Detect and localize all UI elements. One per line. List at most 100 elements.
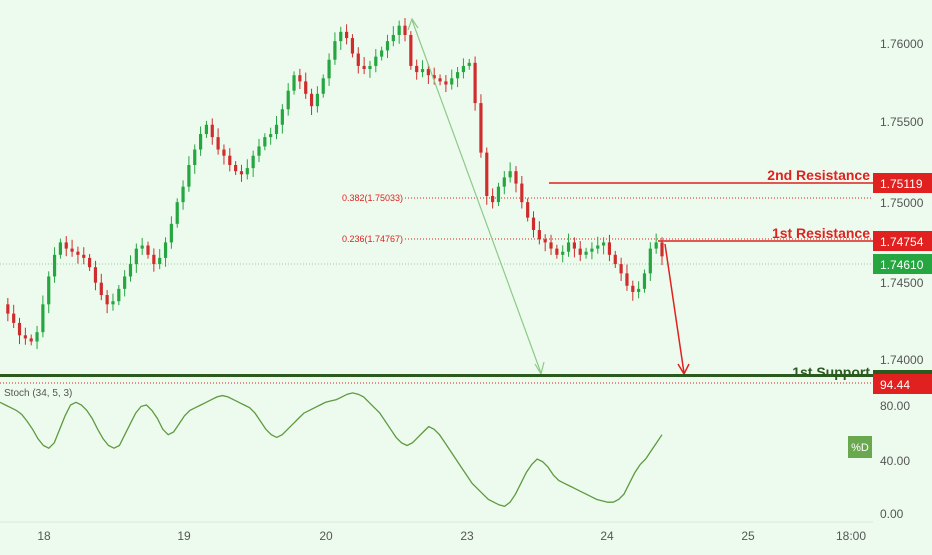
candle-body <box>578 248 582 255</box>
candle-body <box>601 242 606 246</box>
stoch-level-tag <box>873 374 932 394</box>
candle-body <box>362 65 366 70</box>
candle-body <box>82 254 86 258</box>
candle-body <box>660 242 664 257</box>
candle-body <box>251 155 255 169</box>
forecast-arrow-line <box>664 243 685 374</box>
candle-body <box>566 242 571 252</box>
candle-body <box>228 155 232 166</box>
time-tick-19: 19 <box>177 529 191 543</box>
candle-body <box>169 223 173 243</box>
candle-body <box>23 335 27 339</box>
candle-body <box>41 304 45 333</box>
candle-body <box>47 276 51 305</box>
candle-body <box>631 285 635 292</box>
stoch-axis: 80.00 40.00 0.00 <box>880 399 910 521</box>
candle-body <box>514 171 518 184</box>
time-tick-23: 23 <box>460 529 474 543</box>
candle-body <box>590 248 594 252</box>
candle-body <box>397 25 401 35</box>
candle-body <box>374 56 378 66</box>
trend-arrow-line <box>411 19 542 374</box>
candle-body <box>6 304 10 314</box>
first-resistance-label: 1st Resistance <box>772 225 870 241</box>
second-resistance-price: 1.75119 <box>880 177 923 191</box>
candle-body <box>613 254 617 265</box>
trend-arrow-head-up <box>407 17 419 31</box>
support-price-tag <box>873 370 932 377</box>
candle-body <box>187 165 191 187</box>
candle-body <box>12 313 16 323</box>
candle-body <box>193 149 197 166</box>
candle-body <box>286 90 290 110</box>
candle-body <box>292 75 296 91</box>
stoch-legend-badge <box>848 436 872 458</box>
candle-body <box>432 75 436 79</box>
first-support-label: 1st Support <box>792 364 870 380</box>
price-tick-3: 1.75000 <box>880 196 924 210</box>
candle-body <box>531 217 536 231</box>
time-axis: 18 19 20 23 24 25 18:00 <box>37 529 866 543</box>
candle-body <box>58 242 63 255</box>
candle-body <box>385 41 390 51</box>
candle-body <box>380 50 384 57</box>
candle-body <box>479 103 483 153</box>
candle-body <box>607 242 612 255</box>
candle-body <box>123 276 127 289</box>
candle-body <box>543 239 547 243</box>
candle-body <box>64 242 68 249</box>
time-tick-18: 18 <box>37 529 51 543</box>
candle-body <box>210 124 214 138</box>
candle-body <box>105 295 109 305</box>
candle-body <box>175 202 179 224</box>
candle-body <box>508 171 512 178</box>
candle-body <box>274 124 279 135</box>
candle-body <box>76 251 80 255</box>
candle-body <box>491 195 495 203</box>
candle-body <box>309 93 314 107</box>
first-support-line[interactable] <box>0 374 873 377</box>
candle-body <box>549 242 553 249</box>
candle-body <box>485 152 489 196</box>
time-tick-25: 25 <box>741 529 755 543</box>
candle-body <box>134 248 138 265</box>
candle-body <box>637 288 641 292</box>
fib-382-label: 0.382(1.75033) <box>342 193 403 203</box>
candle-body <box>52 254 57 277</box>
candle-body <box>438 78 442 82</box>
candle-body <box>269 134 273 138</box>
current-price-value: 1.74610 <box>880 258 924 272</box>
candle-body <box>163 242 168 258</box>
candle-body <box>526 202 530 218</box>
candle-body <box>496 186 501 203</box>
candle-body <box>455 72 460 79</box>
candle-body <box>204 124 209 135</box>
price-tick-5: 1.74000 <box>880 353 924 367</box>
candle-body <box>315 93 319 107</box>
candle-body <box>35 332 39 342</box>
price-tick-2: 1.75500 <box>880 115 924 129</box>
candle-body <box>415 65 419 73</box>
candle-body <box>99 282 103 296</box>
candle-body <box>473 62 477 104</box>
candle-body <box>520 183 524 203</box>
candle-body <box>420 69 425 73</box>
candle-body <box>140 245 144 249</box>
candle-body <box>245 168 249 175</box>
stoch-tick-0: 0.00 <box>880 507 904 521</box>
time-tick-20: 20 <box>319 529 333 543</box>
candle-body <box>29 338 33 342</box>
second-resistance-label: 2nd Resistance <box>767 167 870 183</box>
candle-body <box>555 248 559 255</box>
current-price-tag <box>873 254 932 274</box>
candle-body <box>152 254 156 265</box>
candle-body <box>93 267 98 283</box>
candle-body <box>648 248 652 274</box>
candle-body <box>181 186 185 203</box>
price-tick-1: 1.76000 <box>880 37 924 51</box>
fib-236-label: 0.236(1.74767) <box>342 234 403 244</box>
candle-body <box>257 146 261 156</box>
candle-body <box>561 251 565 255</box>
